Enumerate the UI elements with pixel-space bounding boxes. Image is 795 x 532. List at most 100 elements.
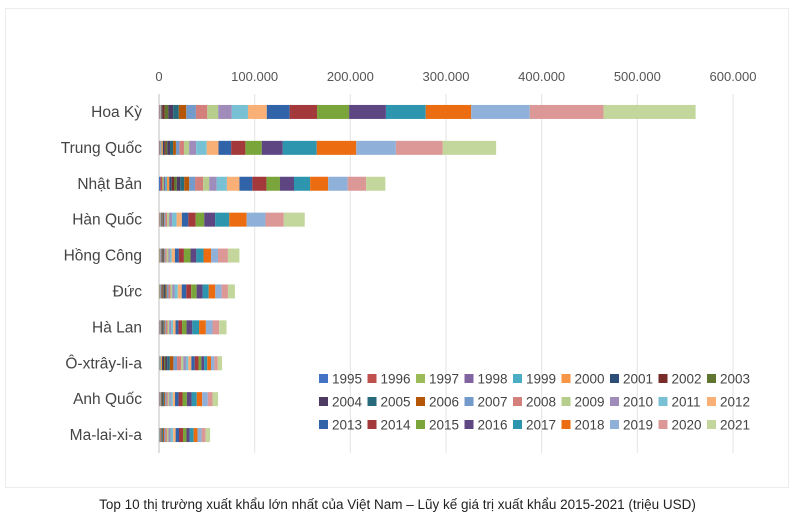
bar-segment	[204, 212, 216, 227]
bar-segment	[161, 428, 163, 443]
legend-label: 2011	[672, 395, 701, 410]
category-label: Hồng Công	[64, 248, 142, 265]
bar-segment	[163, 428, 166, 443]
bar-segment	[178, 248, 184, 263]
bar-segment	[175, 392, 179, 407]
bar-segment	[189, 428, 194, 443]
category-label: Hà Lan	[92, 319, 142, 336]
legend-label: 2016	[478, 418, 508, 433]
bar-segment	[202, 284, 209, 299]
category-label: Hàn Quốc	[72, 212, 142, 229]
bar-segment	[160, 356, 163, 371]
bar-segment	[229, 212, 247, 227]
bar-segment	[164, 284, 166, 299]
legend-swatch	[707, 374, 716, 383]
legend: 1995 1996 1997 1998 1999 2000 2001 2002 2003 2004…	[319, 372, 750, 433]
bar-segment	[165, 284, 167, 299]
bar-segment	[165, 428, 167, 443]
bar-segment	[162, 320, 164, 335]
bar-segment	[159, 356, 161, 371]
bar-segment	[174, 248, 179, 263]
bar-segment	[163, 428, 164, 443]
x-tick-label: 0	[155, 69, 162, 84]
bar-segment	[212, 320, 220, 335]
bar-segment	[471, 104, 530, 119]
bar-segment	[178, 392, 183, 407]
x-axis-ticks: 0 100.000 200.000 300.000 400.000 500.000 600.…	[155, 69, 756, 84]
bar-segment	[168, 248, 170, 263]
bar-segment	[159, 176, 161, 191]
bar-segment	[162, 392, 164, 407]
legend-swatch	[513, 397, 522, 406]
bar-segment	[185, 356, 189, 371]
bar-segment	[173, 104, 179, 119]
legend-swatch	[416, 420, 425, 429]
bar-segment	[162, 248, 164, 263]
bar-segment	[170, 140, 174, 155]
legend-label: 1999	[526, 372, 556, 387]
bar-segment	[169, 248, 172, 263]
legend-label: 2012	[720, 395, 750, 410]
bar-segment	[167, 140, 171, 155]
bar-segment	[165, 140, 168, 155]
bar-segment	[266, 104, 290, 119]
legend-swatch	[464, 374, 474, 383]
bar-segment	[161, 140, 163, 155]
bar-segment	[170, 284, 173, 299]
bar-segment	[164, 248, 166, 263]
bar-segment	[186, 104, 196, 119]
legend-swatch	[707, 420, 716, 429]
legend-swatch	[367, 420, 377, 429]
bar-segment	[219, 320, 227, 335]
legend-swatch	[561, 420, 571, 429]
bar-segment	[167, 212, 170, 227]
bar-segment	[385, 104, 426, 119]
bar-segment	[164, 212, 166, 227]
legend-label: 2003	[720, 372, 750, 387]
bar-segment	[201, 428, 206, 443]
bar-segment	[198, 356, 202, 371]
bar-segment	[208, 284, 216, 299]
bar-segment	[160, 176, 163, 191]
legend-swatch	[367, 397, 377, 406]
bar-segment	[165, 356, 168, 371]
bar-segment	[231, 104, 248, 119]
bar-segment	[227, 284, 235, 299]
legend-label: 2001	[623, 372, 653, 387]
bar-segment	[181, 212, 189, 227]
bar-segment	[347, 176, 367, 191]
bar-segment	[165, 176, 167, 191]
bar-segment	[168, 428, 171, 443]
bar-segment	[529, 104, 604, 119]
legend-swatch	[610, 420, 619, 429]
bar-segment	[173, 140, 176, 155]
legend-swatch	[416, 374, 425, 383]
legend-label: 2017	[526, 418, 556, 433]
bar-segment	[207, 104, 219, 119]
legend-label: 2006	[429, 395, 459, 410]
legend-label: 2009	[575, 395, 605, 410]
legend-label: 1996	[381, 372, 411, 387]
bar-segment	[218, 104, 232, 119]
bar-segment	[356, 140, 396, 155]
bar-segment	[317, 104, 350, 119]
bar-segment	[191, 392, 197, 407]
bar-segment	[202, 392, 208, 407]
bar-segment	[165, 392, 167, 407]
bar-segment	[176, 176, 181, 191]
category-label: Ô-xtrây-li-a	[65, 355, 142, 372]
bar-segment	[177, 356, 182, 371]
bar-segment	[182, 320, 187, 335]
bar-segment	[163, 284, 165, 299]
bar-segment	[310, 176, 329, 191]
legend-label: 2005	[381, 395, 411, 410]
bar-segment	[206, 140, 219, 155]
bar-segment	[161, 284, 163, 299]
bar-segment	[169, 176, 172, 191]
bar-segment	[173, 428, 176, 443]
bar-segment	[293, 176, 311, 191]
bar-segment	[181, 284, 187, 299]
bar-segment	[203, 176, 210, 191]
x-tick-label: 400.000	[518, 69, 565, 84]
stacked-bar-chart: 0 100.000 200.000 300.000 400.000 500.000 600.…	[61, 69, 757, 453]
